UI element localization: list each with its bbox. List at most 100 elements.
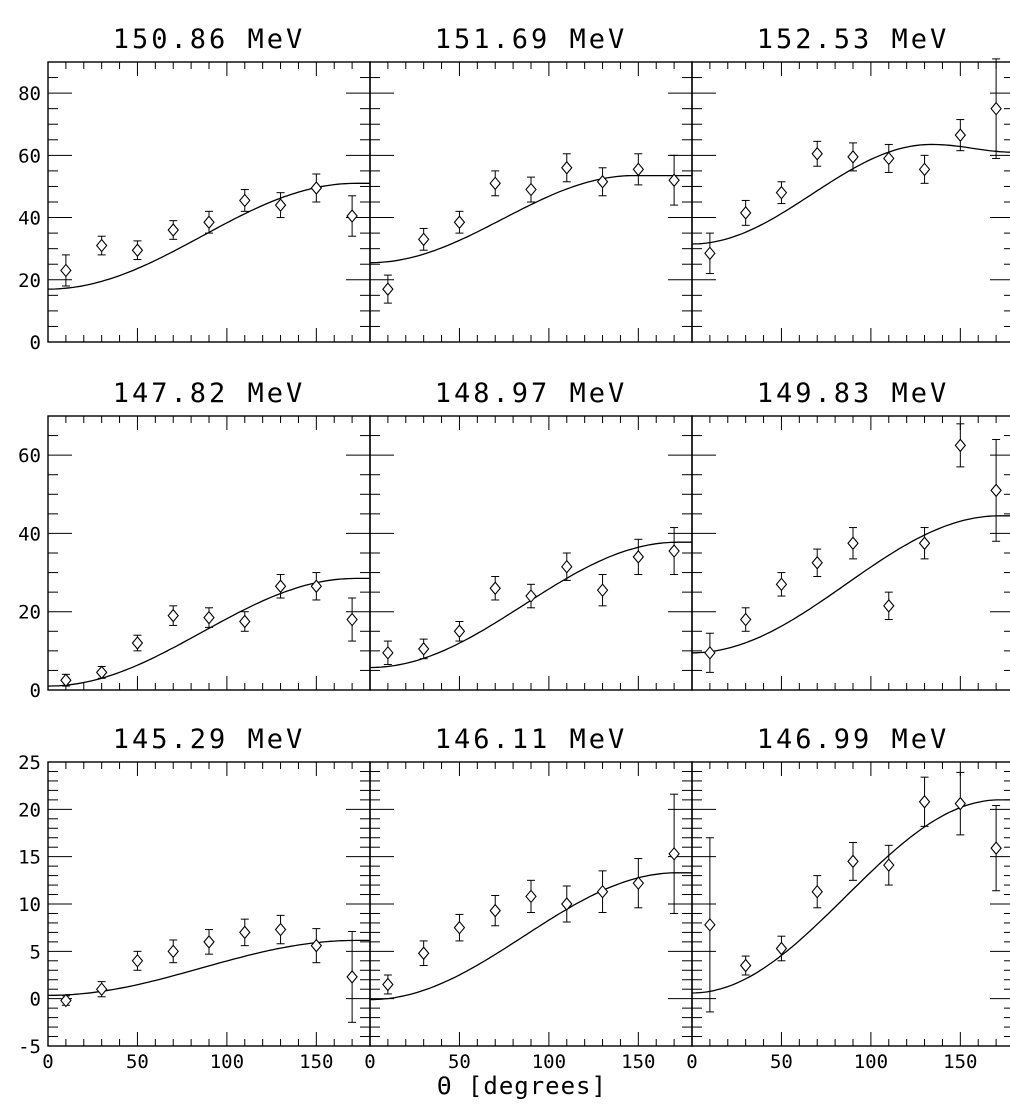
- diamond-marker: [811, 555, 823, 570]
- y-tick-label: 10: [18, 894, 41, 916]
- diamond-marker: [847, 536, 859, 551]
- data-point: [739, 955, 752, 976]
- x-tick-label: 100: [210, 1051, 244, 1073]
- diamond-marker: [954, 796, 967, 811]
- diamond-marker: [167, 944, 179, 959]
- diamond-marker: [489, 581, 501, 596]
- data-point: [596, 167, 609, 197]
- diamond-marker: [525, 589, 537, 603]
- data-point: [489, 575, 501, 601]
- fit-curve: [692, 515, 1010, 654]
- data-point: [453, 621, 466, 642]
- data-point: [310, 173, 323, 203]
- fit-curve: [47, 577, 370, 687]
- data-point: [704, 232, 716, 275]
- diamond-marker: [918, 794, 931, 809]
- diamond-marker: [60, 993, 72, 1008]
- diamond-marker: [453, 920, 466, 935]
- diamond-marker: [167, 608, 179, 623]
- diamond-marker: [668, 173, 680, 188]
- diamond-marker: [453, 624, 466, 639]
- y-tick-label: 0: [30, 332, 41, 354]
- data-point: [346, 597, 358, 642]
- data-point: [417, 227, 430, 251]
- diamond-marker: [561, 160, 573, 175]
- data-point: [918, 527, 931, 560]
- diamond-marker: [596, 884, 609, 899]
- panel-7: 146.11 MeV 0 50 100 150: [364, 724, 693, 1073]
- data-point: [203, 210, 215, 234]
- diamond-marker: [310, 181, 323, 195]
- data-point: [954, 771, 967, 836]
- data-point: [346, 930, 358, 1023]
- panel-frame: [47, 415, 371, 691]
- data-point: [847, 142, 859, 172]
- diamond-marker: [274, 922, 287, 937]
- data-point: [95, 665, 108, 680]
- diamond-marker: [775, 577, 788, 592]
- panel-frame: [691, 61, 1010, 343]
- data-point: [310, 572, 323, 601]
- diamond-marker: [203, 935, 215, 949]
- data-point: [95, 981, 108, 998]
- x-tick-label: 0: [42, 1051, 53, 1073]
- panel-title: 152.53 MeV: [757, 24, 950, 55]
- diamond-marker: [918, 536, 931, 551]
- data-point: [918, 776, 931, 827]
- y-tick-label: 0: [30, 680, 41, 702]
- data-point: [954, 423, 967, 468]
- data-point: [739, 607, 752, 632]
- diamond-marker: [60, 263, 72, 278]
- diamond-marker: [239, 614, 251, 629]
- x-tick-label: 150: [299, 1051, 333, 1073]
- diamond-marker: [775, 185, 788, 200]
- data-point: [918, 154, 931, 184]
- diamond-marker: [60, 673, 72, 688]
- data-point: [489, 894, 501, 927]
- diamond-marker: [417, 232, 430, 247]
- diamond-marker: [883, 858, 895, 873]
- diamond-marker: [239, 925, 251, 940]
- panel-grid: 150.86 MeV 0 20 40 60 80 151.69 MeV 152.53 MeV 1…: [18, 24, 1010, 1073]
- data-point: [883, 844, 895, 886]
- diamond-marker: [346, 209, 358, 223]
- data-point: [704, 632, 716, 673]
- data-point: [95, 235, 108, 256]
- y-tick-label: 80: [18, 83, 41, 105]
- data-point: [883, 143, 895, 173]
- panel-4: 148.97 MeV: [369, 378, 693, 691]
- x-tick-label: 0: [686, 1051, 697, 1073]
- diamond-marker: [883, 598, 895, 613]
- data-point: [489, 170, 501, 197]
- diamond-marker: [310, 579, 323, 594]
- x-tick-label: 150: [621, 1051, 655, 1073]
- diamond-marker: [382, 282, 394, 296]
- diamond-marker: [382, 977, 394, 992]
- y-tick-label: 20: [18, 270, 41, 292]
- data-point: [668, 793, 680, 914]
- diamond-marker: [954, 438, 967, 453]
- diamond-marker: [489, 903, 501, 918]
- y-tick-label: 40: [18, 523, 41, 545]
- data-point: [310, 928, 323, 964]
- panel-5: 149.83 MeV: [691, 378, 1010, 691]
- x-tick-label: 100: [532, 1051, 566, 1073]
- x-tick-label: 50: [448, 1051, 471, 1073]
- panel-2: 152.53 MeV: [691, 24, 1010, 343]
- diamond-marker: [990, 101, 1002, 116]
- y-tick-label: 60: [18, 145, 41, 167]
- diamond-marker: [95, 665, 108, 680]
- y-tick-label: 5: [30, 941, 41, 963]
- diamond-marker: [596, 583, 609, 598]
- x-tick-label: 100: [854, 1051, 888, 1073]
- diamond-marker: [346, 612, 358, 627]
- diamond-marker: [883, 151, 895, 166]
- diamond-marker: [739, 958, 752, 973]
- diamond-marker: [704, 645, 716, 660]
- data-point: [775, 181, 788, 205]
- data-point: [417, 638, 430, 660]
- diamond-marker: [274, 579, 287, 594]
- data-point: [274, 574, 287, 599]
